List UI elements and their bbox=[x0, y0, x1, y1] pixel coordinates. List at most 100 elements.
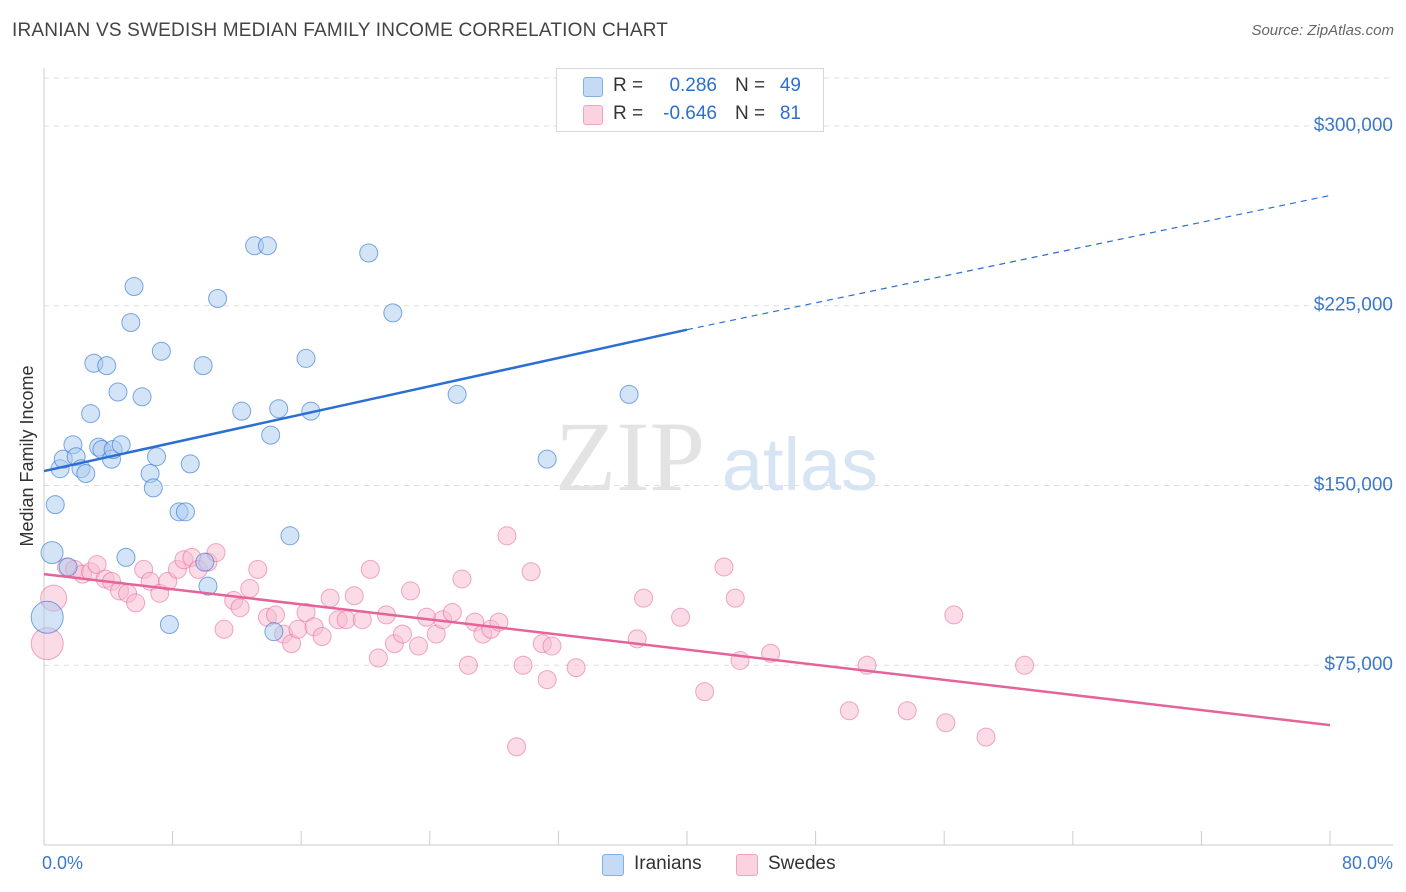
data-point-iranians bbox=[45, 495, 65, 515]
data-point-swedes bbox=[288, 619, 308, 639]
data-point-swedes bbox=[240, 579, 260, 599]
data-point-iranians bbox=[121, 312, 141, 332]
legend-r-value: -0.646 bbox=[663, 103, 717, 124]
data-point-swedes bbox=[537, 670, 557, 690]
legend-row-swedes: R = -0.646 N = 81 bbox=[557, 100, 823, 128]
data-point-iranians bbox=[175, 502, 195, 522]
chart-title: IRANIAN VS SWEDISH MEDIAN FAMILY INCOME … bbox=[12, 20, 669, 41]
data-point-iranians bbox=[81, 404, 101, 424]
source-label: Source: ZipAtlas.com bbox=[1251, 22, 1394, 39]
series-label-iranians: Iranians bbox=[634, 853, 702, 874]
series-swatch-pink bbox=[736, 854, 758, 876]
legend-r-label: R = bbox=[613, 75, 644, 96]
data-point-swedes bbox=[513, 655, 533, 675]
trend-line-iranians bbox=[43, 328, 688, 473]
data-point-swedes bbox=[126, 593, 146, 613]
y-tick-label: $150,000 bbox=[1314, 474, 1393, 495]
data-point-iranians bbox=[159, 614, 179, 634]
data-point-iranians bbox=[195, 552, 215, 572]
data-point-swedes bbox=[634, 588, 654, 608]
series-label-swedes: Swedes bbox=[768, 853, 836, 874]
data-point-swedes bbox=[458, 655, 478, 675]
data-point-swedes bbox=[368, 648, 388, 668]
data-point-iranians bbox=[193, 356, 213, 376]
data-point-swedes bbox=[521, 562, 541, 582]
data-point-swedes bbox=[497, 526, 517, 546]
data-point-iranians bbox=[296, 348, 316, 368]
data-point-iranians bbox=[124, 277, 144, 297]
data-point-swedes bbox=[725, 588, 745, 608]
x-tick-label-left: 0.0% bbox=[42, 853, 83, 873]
data-point-swedes bbox=[542, 636, 562, 656]
data-point-swedes bbox=[897, 701, 917, 721]
trend-line-swedes bbox=[43, 572, 1331, 727]
data-point-swedes bbox=[214, 619, 234, 639]
data-point-iranians bbox=[151, 341, 171, 361]
data-point-iranians bbox=[261, 425, 281, 445]
watermark-zip: ZIP bbox=[555, 401, 705, 512]
data-point-iranians bbox=[143, 478, 163, 498]
data-point-swedes bbox=[248, 559, 268, 579]
data-point-swedes bbox=[839, 701, 859, 721]
data-point-iranians bbox=[111, 435, 131, 455]
data-point-iranians bbox=[257, 236, 277, 256]
data-point-swedes bbox=[344, 586, 364, 606]
y-axis-label: Median Family Income bbox=[17, 365, 37, 546]
data-point-swedes bbox=[695, 682, 715, 702]
data-point-swedes bbox=[409, 636, 429, 656]
legend-swatch-pink bbox=[583, 105, 603, 125]
watermark: ZIP atlas bbox=[555, 401, 878, 512]
data-point-iranians bbox=[180, 454, 200, 474]
data-point-iranians bbox=[97, 356, 117, 376]
y-tick-label: $75,000 bbox=[1324, 654, 1393, 675]
gridlines bbox=[44, 77, 1393, 666]
data-point-iranians bbox=[132, 387, 152, 407]
data-point-swedes bbox=[320, 588, 340, 608]
data-point-iranians bbox=[264, 622, 284, 642]
data-point-swedes bbox=[392, 624, 412, 644]
data-point-iranians bbox=[232, 401, 252, 421]
data-point-iranians bbox=[40, 541, 64, 565]
data-point-iranians bbox=[30, 600, 64, 634]
data-point-iranians bbox=[208, 289, 228, 309]
axes bbox=[43, 68, 1393, 846]
data-point-swedes bbox=[230, 598, 250, 618]
data-point-iranians bbox=[537, 449, 557, 469]
data-point-swedes bbox=[944, 605, 964, 625]
data-point-iranians bbox=[108, 382, 128, 402]
data-point-swedes bbox=[87, 555, 107, 575]
data-point-iranians bbox=[58, 557, 78, 577]
legend-n-label: N = bbox=[735, 103, 766, 124]
data-point-swedes bbox=[360, 559, 380, 579]
legend-n-label: N = bbox=[735, 75, 766, 96]
legend-n-value: 81 bbox=[779, 103, 801, 124]
data-point-iranians bbox=[198, 576, 218, 596]
legend-r-value: 0.286 bbox=[669, 75, 717, 96]
iranians-points bbox=[30, 236, 639, 642]
legend-row-iranians: R = 0.286 N = 49 bbox=[557, 72, 823, 100]
data-point-swedes bbox=[976, 727, 996, 747]
legend-r-label: R = bbox=[613, 103, 644, 124]
data-point-iranians bbox=[147, 447, 167, 467]
series-swatch-blue bbox=[602, 854, 624, 876]
data-point-iranians bbox=[447, 384, 467, 404]
data-point-iranians bbox=[359, 243, 379, 263]
data-point-swedes bbox=[265, 605, 285, 625]
legend-swatch-blue bbox=[583, 77, 603, 97]
legend-n-value: 49 bbox=[779, 75, 801, 96]
correlation-legend: R = 0.286 N = 49 R = -0.646 N = 81 bbox=[556, 68, 824, 132]
watermark-atlas: atlas bbox=[722, 423, 878, 506]
series-legend: Iranians Swedes bbox=[0, 852, 1406, 878]
swedes-points bbox=[30, 526, 1035, 757]
data-point-swedes bbox=[1015, 655, 1035, 675]
y-tick-label: $300,000 bbox=[1314, 115, 1393, 136]
data-point-iranians bbox=[619, 384, 639, 404]
data-point-swedes bbox=[671, 607, 691, 627]
x-tick-label-right: 80.0% bbox=[1342, 853, 1393, 873]
data-point-swedes bbox=[566, 658, 586, 678]
data-point-swedes bbox=[312, 626, 332, 646]
data-point-swedes bbox=[452, 569, 472, 589]
data-point-iranians bbox=[269, 399, 289, 419]
tick-labels: $75,000 $150,000 $225,000 $300,000 bbox=[1314, 115, 1393, 675]
